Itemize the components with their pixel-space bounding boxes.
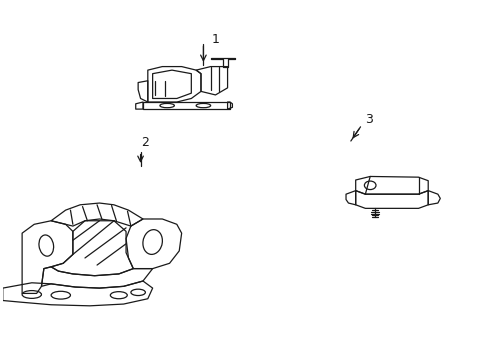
- Text: 3: 3: [365, 113, 372, 126]
- Text: 2: 2: [141, 136, 149, 149]
- Text: 1: 1: [211, 33, 219, 46]
